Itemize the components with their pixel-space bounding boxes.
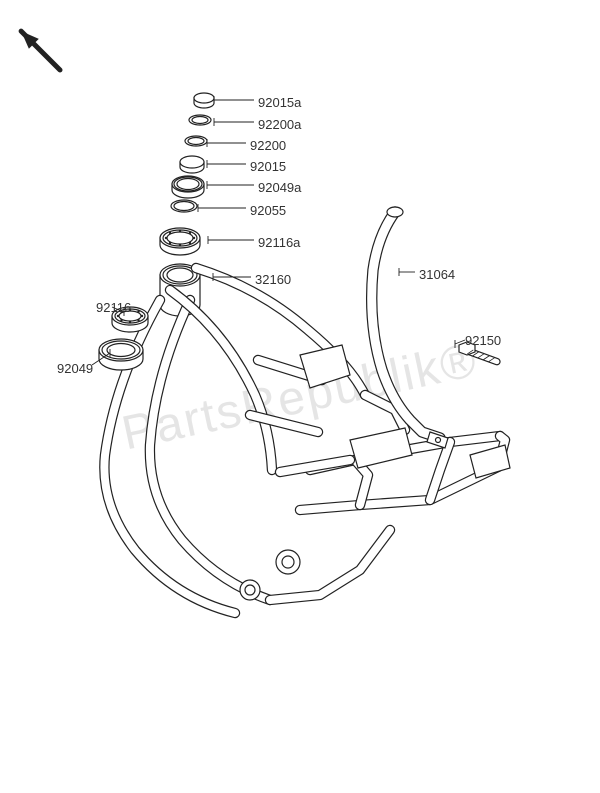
callout-92116: 92116 xyxy=(96,300,131,315)
callout-92049a: 92049a xyxy=(258,180,301,195)
callout-32160: 32160 xyxy=(255,272,291,287)
callout-92015a: 92015a xyxy=(258,95,301,110)
callout-92015: 92015 xyxy=(250,159,286,174)
callout-92150: 92150 xyxy=(465,333,501,348)
callout-92116a: 92116a xyxy=(258,235,300,250)
callout-31064: 31064 xyxy=(419,267,455,282)
callout-92200: 92200 xyxy=(250,138,286,153)
callout-92055: 92055 xyxy=(250,203,286,218)
callout-92049: 92049 xyxy=(57,361,93,376)
callout-92200a: 92200a xyxy=(258,117,301,132)
